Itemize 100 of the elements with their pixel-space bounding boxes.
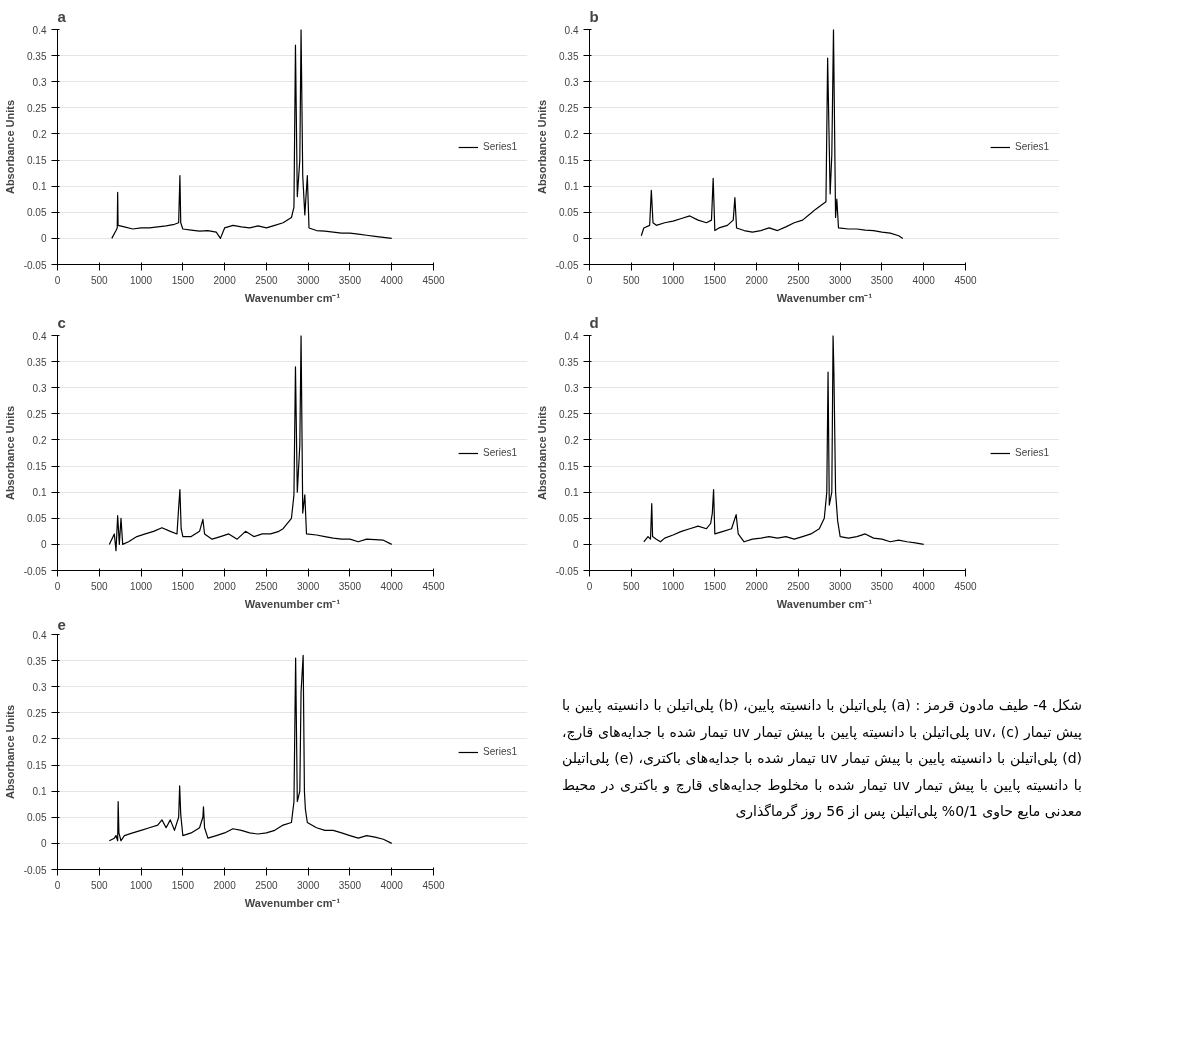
y-axis-title: Absorbance Units [535, 405, 548, 501]
y-tick-label: 0.25 [27, 102, 47, 114]
y-tick-label: 0.35 [27, 655, 47, 667]
y-tick-label: 0 [572, 539, 579, 551]
y-tick-label: -0.05 [23, 864, 47, 876]
x-tick-label: 3500 [338, 274, 362, 286]
y-axis-title: Absorbance Units [535, 99, 548, 195]
x-tick-label: 4500 [422, 274, 446, 286]
x-tick-label: 1000 [129, 879, 153, 891]
y-tick-label: 0 [40, 233, 47, 245]
y-tick-label: 0.1 [564, 487, 579, 499]
chart-title: e [57, 615, 66, 633]
x-tick-label: 3500 [338, 580, 362, 592]
x-tick-label: 1000 [129, 580, 153, 592]
line-series [108, 335, 393, 552]
x-tick-label: 4000 [380, 580, 404, 592]
y-tick-label: 0.2 [32, 733, 47, 745]
x-tick-label: 2500 [255, 274, 278, 286]
y-tick-label: 0.35 [27, 50, 47, 62]
x-tick-label: 500 [622, 580, 641, 592]
y-tick-label: 0.2 [32, 128, 47, 140]
y-tick-label: 0.1 [32, 487, 47, 499]
y-tick-label: 0.2 [564, 128, 579, 140]
y-tick-label: 0.4 [32, 629, 47, 641]
x-tick-label: 1500 [703, 274, 727, 286]
chart-title: c [57, 313, 66, 331]
x-axis-title: Wavenumber cm⁻¹ [776, 291, 873, 304]
x-tick-label: 3000 [297, 580, 320, 592]
line-series [111, 29, 393, 239]
y-tick-label: -0.05 [23, 259, 47, 271]
legend-label: Series1 [1015, 141, 1049, 152]
x-axis-title: Wavenumber cm⁻¹ [776, 597, 873, 610]
x-tick-label: 3000 [829, 274, 852, 286]
y-tick-label: 0.05 [559, 207, 579, 219]
y-tick-label: -0.05 [555, 259, 579, 271]
x-tick-label: 1000 [129, 274, 153, 286]
y-tick-label: 0.05 [27, 513, 47, 525]
y-tick-label: 0.25 [27, 408, 47, 420]
x-tick-label: 500 [90, 274, 109, 286]
x-tick-label: 2500 [787, 580, 810, 592]
x-tick-label: 2500 [255, 580, 278, 592]
x-tick-label: 0 [54, 580, 61, 592]
x-tick-label: 3000 [297, 879, 320, 891]
x-axis-title: Wavenumber cm⁻¹ [244, 597, 341, 610]
x-tick-label: 500 [90, 879, 109, 891]
x-tick-label: 1500 [703, 580, 727, 592]
y-tick-label: 0.3 [32, 76, 47, 88]
y-tick-label: 0.15 [559, 155, 579, 167]
x-tick-label: 2000 [213, 580, 237, 592]
y-tick-label: 0.4 [564, 24, 579, 36]
x-tick-label: 1500 [171, 580, 195, 592]
x-tick-label: 1000 [661, 580, 685, 592]
x-tick-label: 2000 [213, 879, 237, 891]
y-tick-label: 0.15 [27, 760, 47, 772]
x-tick-label: 3500 [870, 580, 894, 592]
y-tick-label: 0.05 [559, 513, 579, 525]
y-tick-label: 0.4 [32, 24, 47, 36]
y-axis-title: Absorbance Units [3, 704, 16, 800]
y-tick-label: 0.25 [559, 408, 579, 420]
x-tick-label: 3500 [338, 879, 362, 891]
y-tick-label: 0.3 [32, 382, 47, 394]
chart-title: a [57, 7, 67, 25]
legend-label: Series1 [483, 141, 517, 152]
x-tick-label: 1000 [661, 274, 685, 286]
legend-label: Series1 [483, 447, 517, 458]
x-tick-label: 4500 [422, 580, 446, 592]
y-tick-label: 0.05 [27, 207, 47, 219]
x-tick-label: 0 [54, 879, 61, 891]
legend-label: Series1 [483, 746, 517, 757]
text: شکل 4- طیف مادون قرمز : (a) پلی‌اتیلن با دانسیته پایین، (b) پلی‌اتیلن با دانسیته پایین با پیش تیمار uv، (c) پلی‌اتیلن با دانسیته پایین با پیش تیمار uv تیمار شده با جدایه‌های قارچ، (d) پلی‌اتیلن با دانسیته پایین با پیش تیمار uv تیمار شده با جدایه‌های باکتری، (e) پلی‌اتیلن با دانسیته پایین با پیش تیمار uv تیمار شده با مخلوط جدایه‌های قارچ و باکتری در محیط معدنی مایع حاوی 0/1% پلی‌اتیلن پس از 56 روز گرماگذاری [562, 696, 1083, 822]
legend-label: Series1 [1015, 447, 1049, 458]
y-tick-label: 0.1 [32, 181, 47, 193]
y-tick-label: 0.2 [564, 434, 579, 446]
x-tick-label: 2500 [787, 274, 810, 286]
x-tick-label: 1500 [171, 879, 195, 891]
x-tick-label: 2000 [745, 580, 769, 592]
y-tick-label: 0.1 [32, 786, 47, 798]
y-tick-label: -0.05 [23, 565, 47, 577]
y-tick-label: 0.4 [32, 330, 47, 342]
x-tick-label: 1500 [171, 274, 195, 286]
y-tick-label: 0 [572, 233, 579, 245]
y-axis-title: Absorbance Units [3, 99, 16, 195]
x-tick-label: 2000 [213, 274, 237, 286]
y-tick-label: 0 [40, 838, 47, 850]
y-tick-label: -0.05 [555, 565, 579, 577]
y-tick-label: 0 [40, 539, 47, 551]
chart-title: d [589, 313, 599, 331]
y-tick-label: 0.35 [559, 356, 579, 368]
y-tick-label: 0.1 [564, 181, 579, 193]
x-tick-label: 3000 [829, 580, 852, 592]
chart-title: b [589, 7, 599, 25]
y-tick-label: 0.05 [27, 812, 47, 824]
x-tick-label: 0 [586, 580, 593, 592]
line-series [640, 29, 904, 239]
y-tick-label: 0.15 [27, 155, 47, 167]
x-axis-title: Wavenumber cm⁻¹ [244, 291, 341, 304]
y-tick-label: 0.2 [32, 434, 47, 446]
y-tick-label: 0.3 [564, 382, 579, 394]
x-tick-label: 500 [90, 580, 109, 592]
x-tick-label: 2000 [745, 274, 769, 286]
